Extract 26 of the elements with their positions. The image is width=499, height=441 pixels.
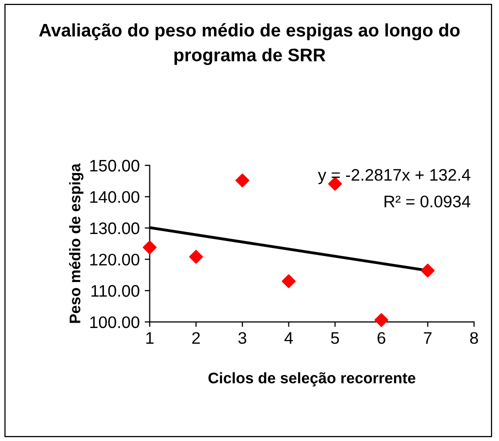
y-axis-title: Peso médio de espiga — [69, 163, 84, 323]
point — [282, 274, 296, 288]
annotation: R² = 0.0934 — [384, 196, 470, 208]
x-tick-label: 4 — [284, 332, 293, 344]
annotation: y = -2.2817x + 132.4 — [318, 169, 470, 184]
x-tick-label: 1 — [146, 332, 154, 344]
point — [142, 240, 157, 254]
point — [235, 174, 250, 188]
point — [328, 176, 342, 191]
y-tick-label: 100.00 — [90, 316, 140, 328]
x-axis-title: Ciclos de seleção recorrente — [208, 372, 416, 386]
point — [189, 250, 203, 264]
y-tick-label: 150.00 — [90, 160, 140, 172]
x-tick-label: 8 — [470, 332, 478, 344]
y-tick-label: 140.00 — [90, 191, 140, 203]
y-tick-label: 130.00 — [90, 222, 140, 234]
x-tick-label: 5 — [331, 332, 339, 344]
point — [374, 313, 388, 327]
x-tick-label: 6 — [378, 332, 386, 344]
y-tick-label: 110.00 — [92, 285, 140, 297]
y-tick-label: 120.00 — [90, 254, 140, 266]
x-tick-label: 7 — [424, 332, 432, 344]
chart-title: Avaliação do peso médio de espigas ao longo do programa de SRR — [39, 23, 460, 66]
point — [420, 264, 435, 278]
x-tick-label: 3 — [238, 332, 246, 344]
x-tick-label: 2 — [192, 332, 200, 344]
